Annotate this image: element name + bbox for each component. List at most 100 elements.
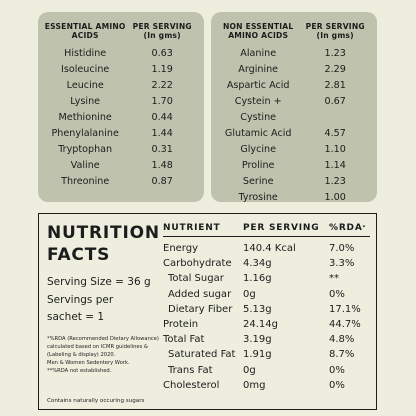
table-row: Energy 140.4 Kcal 7.0% bbox=[163, 241, 370, 256]
nonessential-header-name: NON ESSENTIAL AMINO ACIDS bbox=[222, 22, 294, 40]
table-row: Proline 1.14 bbox=[217, 158, 371, 174]
essential-header: ESSENTIAL AMINO ACIDS PER SERVING (In gm… bbox=[44, 22, 198, 40]
nutrition-title-line1: NUTRITION bbox=[47, 223, 160, 243]
table-row: Phenylalanine 1.44 bbox=[44, 126, 198, 142]
table-row: Tryptophan 0.31 bbox=[44, 142, 198, 158]
amino-name: Serine bbox=[242, 176, 274, 187]
nutrient-value: 1.91g bbox=[243, 349, 272, 361]
table-row: Added sugar 0g 0% bbox=[163, 287, 370, 302]
nonessential-amino-acids-card: NON ESSENTIAL AMINO ACIDS PER SERVING (I… bbox=[211, 12, 377, 203]
nutrient-value: 140.4 Kcal bbox=[243, 243, 296, 254]
amino-value: 0.31 bbox=[151, 144, 173, 155]
nutrient-value: 24.14g bbox=[243, 319, 278, 331]
nutrient-rda: 44.7% bbox=[329, 319, 361, 331]
amino-name: Leucine bbox=[66, 80, 104, 91]
amino-value: 0.87 bbox=[151, 176, 173, 187]
nutrient-rda: 7.0% bbox=[329, 243, 355, 254]
nutrient-value: 0mg bbox=[243, 379, 266, 391]
nutrient-value: 4.34g bbox=[243, 258, 272, 270]
table-row: Arginine 2.29 bbox=[217, 62, 371, 78]
table-row: Glycine 1.10 bbox=[217, 142, 371, 158]
amino-name: Glutamic Acid bbox=[224, 128, 292, 139]
rda-note-2: Men & Women Sedentery Work. bbox=[47, 360, 130, 366]
amino-value: 1.48 bbox=[151, 160, 173, 171]
nutrition-title: NUTRITION FACTS bbox=[47, 222, 160, 266]
amino-value: 1.70 bbox=[151, 96, 173, 107]
table-row: Histidine 0.63 bbox=[44, 46, 198, 62]
amino-value: 2.81 bbox=[324, 80, 346, 91]
rda-note-1: *%RDA (Recommended Dietary Allowance) ca… bbox=[47, 336, 159, 358]
table-row: Isoleucine 1.19 bbox=[44, 62, 198, 78]
amino-name: Phenylalanine bbox=[51, 128, 119, 139]
essential-amino-acids-card: ESSENTIAL AMINO ACIDS PER SERVING (In gm… bbox=[38, 12, 204, 202]
amino-value: 2.22 bbox=[151, 80, 173, 91]
table-row: Cholesterol 0mg 0% bbox=[163, 378, 370, 393]
nutrient-rda: 4.8% bbox=[329, 334, 355, 346]
nutrient-name: Trans Fat bbox=[168, 364, 213, 376]
nutrient-value: 5.13g bbox=[243, 303, 272, 315]
amino-value: 1.14 bbox=[324, 160, 346, 171]
amino-value: 1.23 bbox=[324, 48, 346, 59]
table-row: Carbohydrate 4.34g 3.3% bbox=[163, 256, 370, 271]
nutrient-rda: 17.1% bbox=[329, 303, 361, 315]
table-row: Protein 24.14g 44.7% bbox=[163, 317, 370, 332]
table-row: Trans Fat 0g 0% bbox=[163, 363, 370, 378]
amino-name: Arginine bbox=[238, 64, 279, 75]
amino-name: Alanine bbox=[240, 48, 277, 59]
amino-value: 1.44 bbox=[151, 128, 173, 139]
table-row: Lysine 1.70 bbox=[44, 94, 198, 110]
amino-name: Threonine bbox=[61, 176, 110, 187]
serving-info: Serving Size = 36 g Servings per sachet … bbox=[47, 274, 157, 327]
table-row: Saturated Fat 1.91g 8.7% bbox=[163, 347, 370, 362]
table-row: Cystein + Cystine 0.67 bbox=[217, 94, 371, 126]
nutrient-name: Carbohydrate bbox=[163, 258, 232, 270]
nutrient-name: Dietary Fiber bbox=[168, 303, 233, 315]
table-row: Serine 1.23 bbox=[217, 174, 371, 190]
amino-value: 1.00 bbox=[324, 192, 346, 203]
table-row: Valine 1.48 bbox=[44, 158, 198, 174]
amino-name: Glycine bbox=[240, 144, 277, 155]
nutrient-value: 1.16g bbox=[243, 273, 272, 285]
nutrient-name: Saturated Fat bbox=[168, 349, 236, 361]
col-rda: %RDA* bbox=[329, 220, 370, 236]
col-rda-mark: * bbox=[362, 225, 367, 231]
amino-value: 2.29 bbox=[324, 64, 346, 75]
nutrient-value: 0g bbox=[243, 288, 256, 300]
nutrient-name: Total Sugar bbox=[168, 273, 224, 285]
amino-name: Lysine bbox=[70, 96, 101, 107]
nutrition-table: NUTRIENT PER SERVING %RDA* Energy 140.4 K… bbox=[163, 220, 370, 393]
amino-name: Methionine bbox=[58, 112, 112, 123]
table-row: Aspartic Acid 2.81 bbox=[217, 78, 371, 94]
sugar-footnote: Contains naturally occuring sugars bbox=[47, 398, 145, 404]
nutrition-table-header: NUTRIENT PER SERVING %RDA* bbox=[163, 220, 370, 237]
servings-per-line1: Servings per bbox=[47, 293, 114, 306]
nutrition-facts-box: NUTRITION FACTS Serving Size = 36 g Serv… bbox=[38, 213, 377, 410]
amino-value: 4.57 bbox=[324, 128, 346, 139]
nutrient-rda: 8.7% bbox=[329, 349, 355, 361]
nutrient-rda: 0% bbox=[329, 379, 345, 391]
table-row: Threonine 0.87 bbox=[44, 174, 198, 190]
amino-value: 1.10 bbox=[324, 144, 346, 155]
nutrient-value: 0g bbox=[243, 364, 256, 376]
nutrient-name: Cholesterol bbox=[163, 379, 220, 391]
amino-name: Valine bbox=[70, 160, 100, 171]
amino-value: 0.63 bbox=[151, 48, 173, 59]
amino-value: 0.67 bbox=[324, 96, 346, 107]
amino-name: Aspartic Acid bbox=[226, 80, 290, 91]
nutrient-value: 3.19g bbox=[243, 334, 272, 346]
nonessential-header-value: PER SERVING (In gms) bbox=[305, 22, 365, 40]
serving-size: Serving Size = 36 g bbox=[47, 276, 151, 288]
nutrient-rda: ** bbox=[329, 273, 339, 285]
rda-note-3: **%RDA not established. bbox=[47, 368, 112, 374]
amino-name: Histidine bbox=[64, 48, 107, 59]
col-per-serving: PER SERVING bbox=[243, 223, 320, 233]
col-nutrient: NUTRIENT bbox=[163, 223, 221, 233]
nutrition-title-line2: FACTS bbox=[47, 245, 111, 265]
amino-name: Proline bbox=[241, 160, 275, 171]
col-rda-label: %RDA bbox=[329, 223, 363, 233]
table-row: Total Sugar 1.16g ** bbox=[163, 271, 370, 286]
table-row: Dietary Fiber 5.13g 17.1% bbox=[163, 302, 370, 317]
table-row: Methionine 0.44 bbox=[44, 110, 198, 126]
amino-name: Tryptophan bbox=[58, 144, 113, 155]
amino-name: Cystein + Cystine bbox=[234, 96, 282, 123]
